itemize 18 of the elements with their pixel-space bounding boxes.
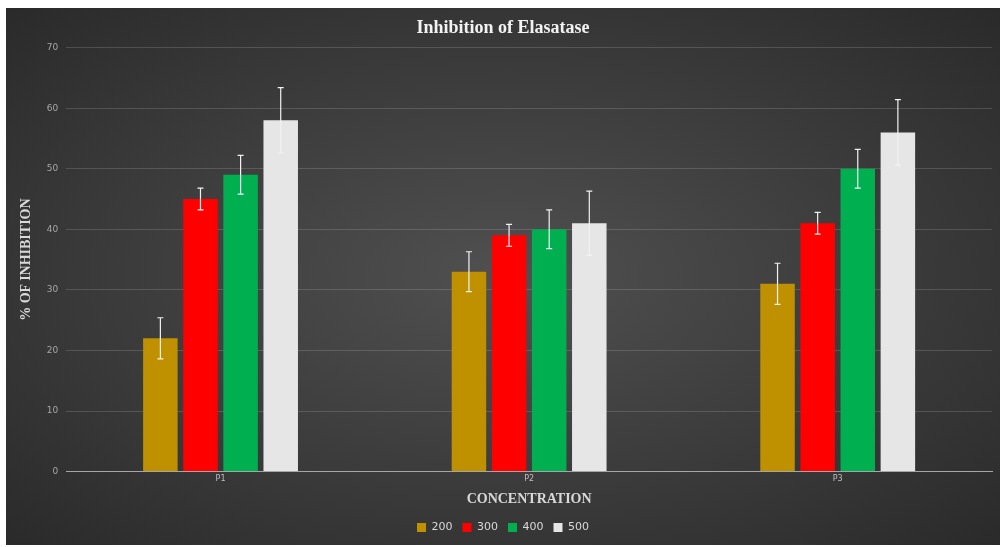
y-tick-label: 40 (46, 223, 59, 234)
x-tick-label: P1 (215, 474, 226, 484)
x-tick-label: P2 (524, 474, 535, 484)
y-axis-title: % OF INHIBITION (18, 198, 34, 321)
legend-label: 200 (431, 520, 453, 534)
y-tick-label: 10 (46, 405, 59, 416)
chart-title: Inhibition of Elasatase (416, 17, 590, 38)
legend-label: 500 (568, 520, 589, 534)
legend-label: 300 (477, 520, 498, 534)
legend-label: 400 (522, 520, 544, 534)
y-tick-label: 60 (46, 102, 59, 113)
y-tick-label: 70 (46, 41, 59, 52)
y-tick-label: 30 (46, 284, 59, 295)
x-tick-label: P3 (832, 474, 843, 484)
y-tick-label: 0 (52, 465, 59, 476)
y-tick-label: 50 (46, 163, 59, 174)
x-axis-title: CONCENTRATION (466, 491, 592, 507)
y-tick-label: 20 (46, 344, 59, 355)
